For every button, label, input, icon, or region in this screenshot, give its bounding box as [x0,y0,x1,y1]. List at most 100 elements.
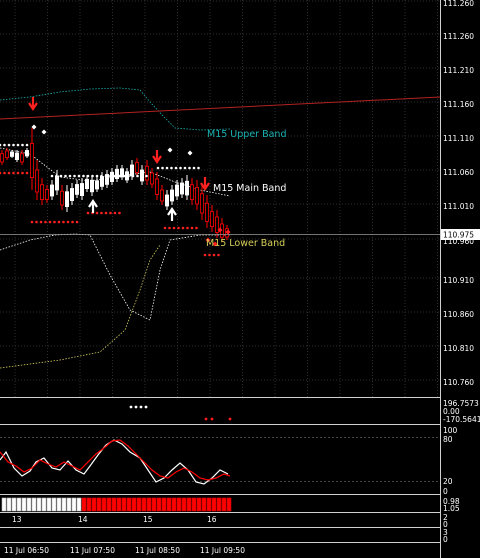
signal-dot [73,174,76,178]
sell-arrow-icon [28,97,38,111]
candle-body [184,180,189,196]
signal-dot [113,174,117,178]
candlesticks [0,128,229,242]
hour-bar-cell [86,497,92,512]
signal-dot [174,166,178,170]
candle-body [179,182,184,195]
sell-arrow-icon [200,177,210,191]
hour-bar-cell [36,497,42,512]
time-axis: 11 Jul 06:50 11 Jul 07:50 11 Jul 08:50 1… [4,546,245,555]
stoch-100-label: 100 [443,426,458,435]
signal-dot-red [7,171,11,175]
panel-b-bottom: 0 [443,535,448,544]
signal-dot-red [0,171,2,175]
signal-dot-red [203,253,207,257]
hour-tick: 16 [207,515,217,524]
stoch-0-label: 0 [443,487,448,496]
hour-bar-cell [151,497,157,512]
candle-body [95,180,100,190]
hour-bar-cell [211,497,217,512]
signal-dot-red [177,226,180,230]
price-tick: 110.810 [443,344,474,353]
signal-dot-red [118,211,121,215]
trend-line[interactable] [0,96,441,120]
hour-bar-cell [96,497,102,512]
signal-dot [55,174,58,178]
candle-body [35,169,40,193]
signal-markers [0,97,231,257]
signal-dot-red [217,253,220,257]
signal-dot [50,174,54,178]
diamond-marker [41,129,47,135]
price-tick: 110.910 [443,276,474,285]
signal-dot-red [168,226,171,230]
cci-dots [129,405,148,409]
signal-dot-red [186,226,189,230]
upper-band-label: M15 Upper Band [207,129,286,140]
buy-arrow-icon [88,199,98,213]
signal-dot-red [16,171,20,175]
price-tick: 110.760 [443,378,474,387]
hour-bar-cell [196,497,202,512]
signal-dot-red [181,226,185,230]
signal-dot [183,166,187,170]
stoch-80-label: 80 [443,435,453,444]
candle-body [14,152,19,160]
candle-body [199,193,204,214]
cci-panel[interactable]: 196.7573 0.00 -170.5641 [129,399,480,424]
signal-dot [59,174,63,178]
candle-body [55,175,60,191]
candle-body [144,165,149,181]
stochastic-panel[interactable]: 100 80 20 0 [0,426,458,496]
signal-dot [122,174,126,178]
signal-dot-red [95,211,99,215]
hour-bar-cell [46,497,52,512]
main-band-label: M15 Main Band [213,183,286,194]
candle-body [120,168,125,178]
hour-bar-cell [146,497,152,512]
cci-mid-label: 0.00 [443,407,460,416]
signal-dot-red [57,220,61,224]
current-price-label: 110.975 [443,231,474,240]
candle-body [174,184,179,197]
signal-dot-red [66,220,70,224]
hour-bar-panel[interactable]: 13 14 15 16 0.98 1.05 [1,497,460,524]
cci-dots-red [204,417,232,421]
signal-dot [140,174,144,178]
hour-bar-cell [131,497,137,512]
hour-bar-cell [136,497,142,512]
time-tick: 11 Jul 06:50 [4,546,49,555]
signal-dot [179,166,182,170]
signal-dot [100,174,103,178]
signal-dot-red [100,211,103,215]
candle-body [40,184,45,200]
signal-dot-red [53,220,56,224]
hour-bar-cell [156,497,162,512]
panel-separators [0,0,441,558]
price-tick: 111.060 [443,168,474,177]
hour-bar-cell [121,497,127,512]
time-tick: 11 Jul 09:50 [200,546,245,555]
hour-bar-cell [171,497,177,512]
hour-bar-cell [56,497,62,512]
hour-bar-cell [71,497,77,512]
signal-dot-red [30,220,34,224]
signal-dot [145,174,148,178]
signal-dot [68,174,72,178]
signal-dot [77,174,81,178]
signal-dot [165,166,169,170]
signal-dot [21,143,24,147]
signal-dot-red [3,171,6,175]
signal-dot [64,174,67,178]
price-tick: 111.260 [443,0,474,8]
signal-dot-red [39,220,43,224]
candle-body [115,168,120,179]
diamond-marker-red [212,241,218,247]
signal-dot [197,166,200,170]
sell-arrow-icon [152,150,162,164]
signal-dot-red [190,226,194,230]
diamond-marker-red [217,227,223,233]
hour-bar-cell [76,497,82,512]
